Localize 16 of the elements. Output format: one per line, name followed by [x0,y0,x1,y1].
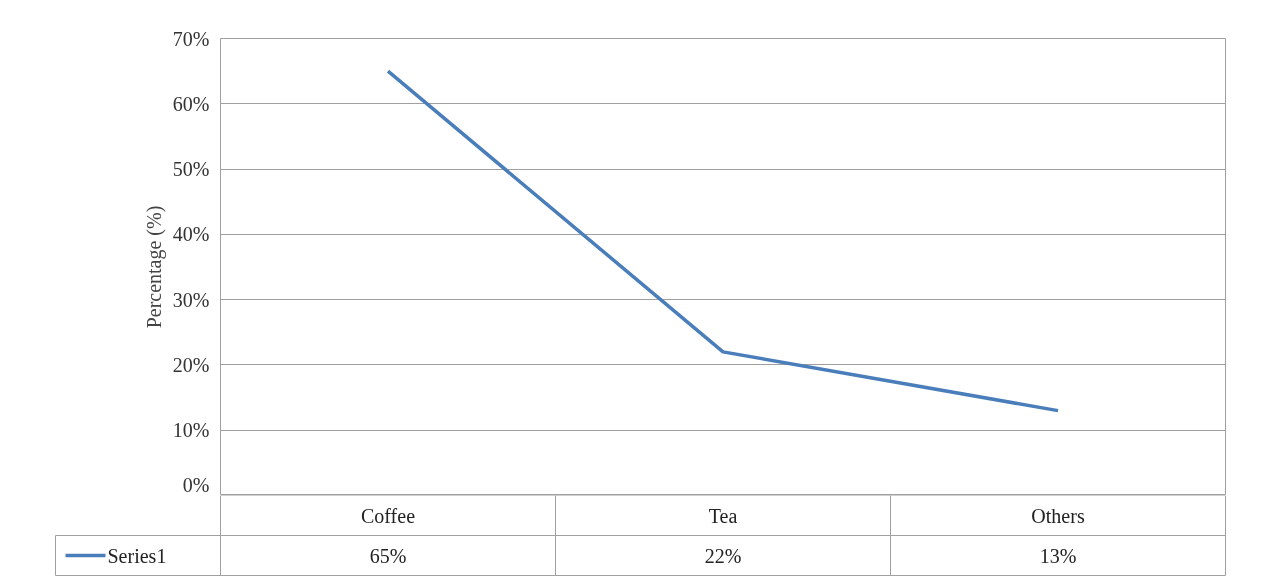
y-tick-label: 70% [172,27,210,50]
legend-label: Series1 [107,544,167,567]
x-tick-label: Others [1031,504,1085,527]
y-tick-label: 40% [172,223,210,246]
data-label: 22% [704,544,742,567]
y-axis-title: Percentage (%) [142,205,166,329]
y-tick-label: 30% [172,288,210,311]
data-label: 13% [1039,544,1077,567]
x-tick-label: Tea [708,504,738,527]
y-tick-label: 0% [182,473,210,496]
y-tick-label: 10% [172,419,210,442]
data-label: 65% [369,544,407,567]
y-tick-label: 50% [172,158,210,181]
y-tick-label: 20% [172,353,210,376]
y-tick-label: 60% [172,92,210,115]
x-tick-label: Coffee [360,504,416,527]
